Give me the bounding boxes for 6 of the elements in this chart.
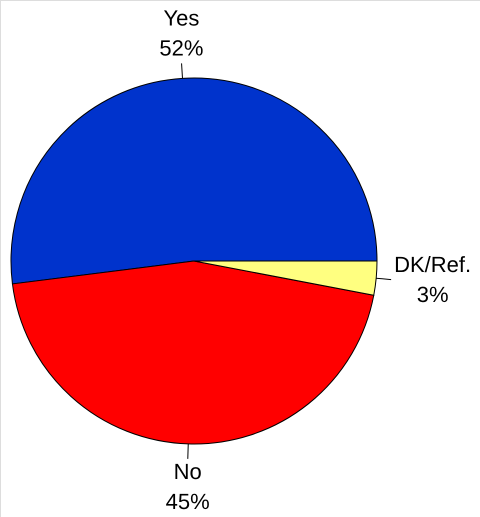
data-label: 52% [159,35,204,60]
data-label: 3% [416,282,449,307]
data-label: 45% [166,488,210,514]
slice-label: DK/Ref. [394,252,472,277]
slice-label: Yes [163,5,200,30]
slice-label: No [174,458,202,484]
